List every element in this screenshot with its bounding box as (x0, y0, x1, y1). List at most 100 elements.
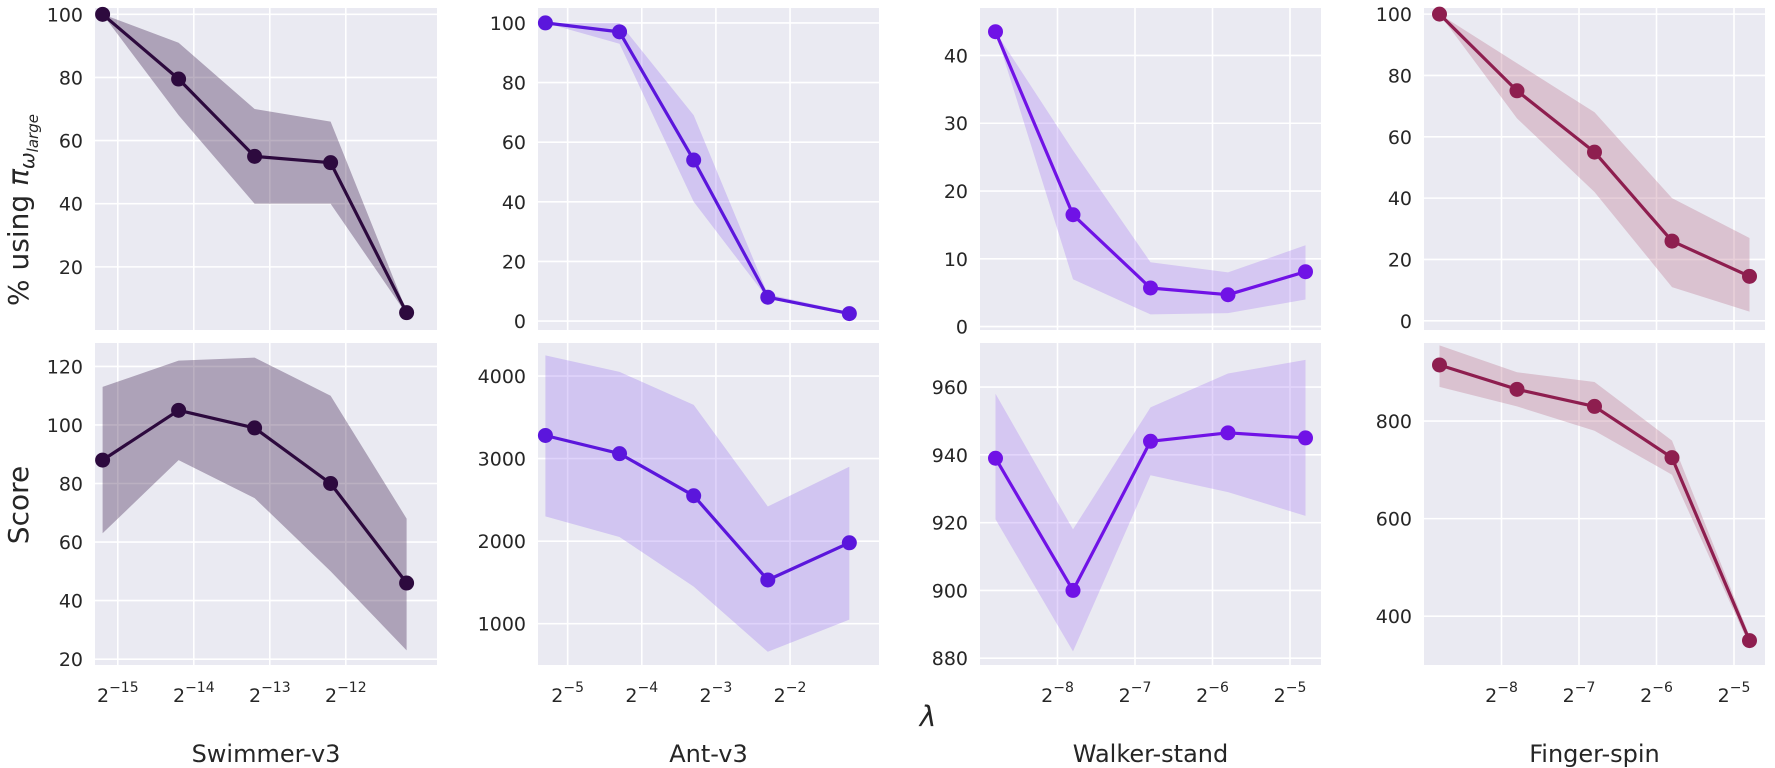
y-tick-label: 2000 (478, 531, 526, 553)
y-axis-label-top: % using πωlarge (2, 114, 42, 306)
data-point (247, 420, 263, 436)
panel-ant-v3-bottom: 1000 2000 3000 4000 2−5 2−4 2−3 2−2 (478, 343, 879, 707)
y-tick-label: 60 (1388, 127, 1412, 149)
data-point (686, 152, 702, 168)
data-point (1065, 207, 1081, 223)
y-tick-label: 960 (932, 377, 968, 399)
y-tick-label: 800 (1376, 411, 1412, 433)
y-tick-label: 0 (1400, 311, 1412, 333)
data-point (323, 476, 339, 492)
y-tick-label: 3000 (478, 449, 526, 471)
data-point (1509, 381, 1525, 397)
y-tick-label: 60 (59, 131, 83, 153)
y-tick-label: 920 (932, 513, 968, 535)
y-tick-label: 900 (932, 580, 968, 602)
data-point (537, 15, 553, 31)
plot-background (980, 8, 1321, 330)
x-tick-label: 2−5 (1718, 680, 1751, 707)
env-title: Ant-v3 (669, 740, 748, 768)
y-tick-label: 600 (1376, 509, 1412, 531)
data-point (612, 24, 628, 40)
y-tick-label: 30 (944, 113, 968, 135)
data-point (399, 305, 415, 321)
plot-background (1424, 343, 1765, 665)
panel-finger-spin-bottom: 400 600 800 2−8 2−7 2−6 2−5 (1376, 343, 1765, 707)
data-point (537, 427, 553, 443)
plot-background (1424, 8, 1765, 330)
panel-walker-stand-top: 0 10 20 30 40 (944, 8, 1321, 339)
y-tick-label: 0 (514, 311, 526, 333)
data-point (1587, 398, 1602, 414)
plot-background (538, 8, 879, 330)
y-tick-label: 40 (944, 45, 968, 67)
panel-ant-v3-top: 0 20 40 60 80 100 (490, 8, 879, 333)
data-point (1587, 144, 1602, 160)
data-point (1432, 6, 1447, 22)
data-point (247, 148, 263, 164)
x-tick-label: 2−8 (1041, 680, 1074, 707)
data-point (1742, 633, 1757, 649)
y-tick-label: 100 (490, 13, 526, 35)
data-point (612, 446, 628, 462)
y-tick-label: 40 (59, 591, 83, 613)
y-tick-label: 4000 (478, 366, 526, 388)
y-tick-label: 80 (1388, 65, 1412, 87)
y-tick-label: 20 (502, 251, 526, 273)
data-point (95, 452, 111, 468)
data-point (1742, 268, 1757, 284)
x-tick-label: 2−13 (249, 680, 291, 707)
y-tick-label: 60 (59, 532, 83, 554)
plot-background (538, 343, 879, 665)
y-axis-label-bottom: Score (2, 466, 35, 544)
x-tick-label: 2−7 (1563, 680, 1596, 707)
y-tick-label: 40 (502, 192, 526, 214)
plot-background (95, 343, 437, 665)
plot-background (95, 8, 437, 330)
y-tick-label: 80 (59, 474, 83, 496)
data-point (760, 289, 776, 305)
confidence-band (995, 31, 1306, 315)
env-title: Walker-stand (1073, 740, 1228, 768)
data-point (686, 488, 702, 504)
panel-swimmer-v3-bottom: 20 40 60 80 100 120 2−15 2−14 2−13 2−12 (47, 343, 437, 707)
panel-finger-spin-top: 0 20 40 60 80 100 (1376, 4, 1765, 333)
y-tick-label: 1000 (478, 614, 526, 636)
x-tick-label: 2−2 (774, 680, 807, 707)
x-tick-label: 2−4 (625, 680, 658, 707)
data-point (171, 71, 187, 87)
x-tick-label: 2−15 (97, 680, 139, 707)
x-tick-label: 2−6 (1196, 680, 1229, 707)
data-point (323, 155, 339, 171)
y-tick-label: 880 (932, 648, 968, 670)
data-point (1143, 280, 1158, 296)
y-tick-label: 80 (502, 73, 526, 95)
y-tick-label: 20 (1388, 249, 1412, 271)
data-point (841, 306, 857, 322)
x-tick-label: 2−3 (700, 680, 733, 707)
y-tick-label: 20 (944, 181, 968, 203)
env-title: Finger-spin (1529, 740, 1660, 768)
x-tick-label: 2−7 (1119, 680, 1152, 707)
y-tick-label: 400 (1376, 606, 1412, 628)
panel-walker-stand-bottom: 880 900 920 940 960 2−8 2−7 2−6 2−5 (932, 343, 1321, 707)
panel-swimmer-v3-top: 20 40 60 80 100 (47, 4, 437, 330)
data-point (841, 535, 857, 551)
data-point (1220, 425, 1236, 441)
data-point (1432, 357, 1447, 373)
y-tick-label: 940 (932, 445, 968, 467)
x-axis-label: λ (918, 700, 937, 733)
x-tick-label: 2−5 (551, 680, 584, 707)
confidence-band (102, 14, 407, 315)
x-tick-label: 2−12 (325, 680, 367, 707)
data-point (95, 6, 111, 22)
x-tick-label: 2−6 (1640, 680, 1673, 707)
data-point (760, 572, 776, 588)
y-tick-label: 120 (47, 356, 83, 378)
x-tick-label: 2−14 (173, 680, 215, 707)
data-point (1220, 287, 1236, 303)
y-tick-label: 40 (59, 194, 83, 216)
env-title: Swimmer-v3 (192, 740, 341, 768)
data-point (1664, 450, 1680, 466)
